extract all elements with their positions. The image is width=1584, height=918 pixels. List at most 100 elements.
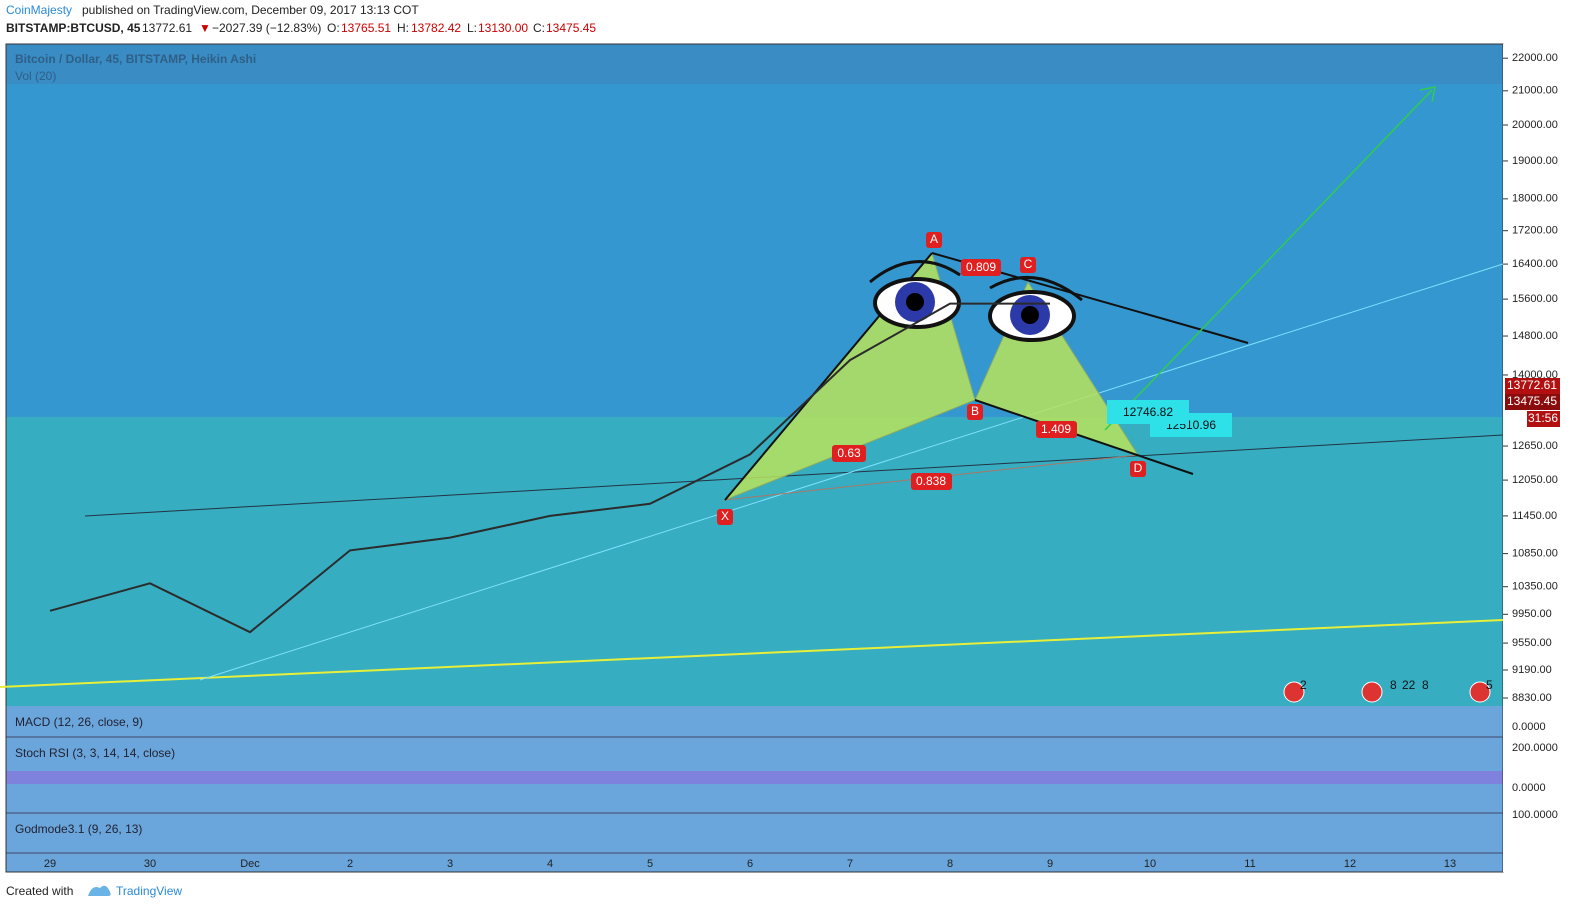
high: 13782.42	[411, 21, 461, 35]
point-a: A	[930, 232, 938, 246]
point-box	[1130, 461, 1146, 477]
x-tick-label: 8	[947, 858, 953, 870]
y-tick-label: 9950.00	[1512, 608, 1552, 620]
target-box	[1107, 400, 1189, 424]
x-tick-label: 4	[547, 858, 553, 870]
ratio: 0.809	[966, 260, 996, 274]
y-tick-label: 10850.00	[1512, 548, 1558, 560]
pupil	[1021, 306, 1039, 324]
indicator-title: Godmode3.1 (9, 26, 13)	[15, 822, 142, 836]
drawings	[0, 86, 1504, 688]
eyebrow	[869, 260, 961, 284]
indicator-tick: 100.0000	[1512, 809, 1558, 821]
trend-line	[199, 263, 1504, 681]
low-label: L:	[467, 21, 477, 35]
published: published on TradingView.com, December 0…	[82, 3, 419, 17]
y-tick-label: 9550.00	[1512, 637, 1552, 649]
y-tick-label: 12050.00	[1512, 474, 1558, 486]
indicator-panes	[6, 706, 1503, 872]
high-label: H:	[397, 21, 409, 35]
price-tag	[1505, 394, 1560, 410]
x-tick-label: 10	[1144, 858, 1156, 870]
arrow-head	[1419, 86, 1436, 103]
x-tick-label: 6	[747, 858, 753, 870]
target-arrow	[1104, 89, 1433, 431]
point-box	[967, 404, 983, 420]
event-icon[interactable]	[1283, 681, 1305, 703]
x-tick-label: 5	[647, 858, 653, 870]
y-tick-label: 19000.00	[1512, 155, 1558, 167]
point-c: C	[1024, 257, 1033, 271]
y-tick-label: 17200.00	[1512, 225, 1558, 237]
price-tag-text: 13475.45	[1507, 394, 1557, 408]
event-icon[interactable]	[1469, 681, 1491, 703]
y-tick-label: 15600.00	[1512, 293, 1558, 305]
event-count: 8	[1390, 678, 1397, 692]
band-teal	[6, 417, 1503, 706]
author[interactable]: CoinMajesty	[6, 3, 72, 17]
x-tick-label: 2	[347, 858, 353, 870]
y-tick-label: 8830.00	[1512, 692, 1552, 704]
trend-line	[84, 434, 1504, 517]
price-tag	[1505, 378, 1560, 394]
close-label: C:	[533, 21, 545, 35]
band-blue	[6, 84, 1503, 417]
symbol: BITSTAMP:BTCUSD, 45	[6, 21, 141, 35]
y-tick-label: 21000.00	[1512, 85, 1558, 97]
ratio: 1.409	[1041, 422, 1071, 436]
event-count: 8	[1422, 678, 1429, 692]
y-tick-label: 18000.00	[1512, 193, 1558, 205]
close: 13475.45	[546, 21, 596, 35]
target: 12746.82	[1123, 405, 1173, 419]
last: 13772.61	[142, 21, 192, 35]
brand[interactable]: TradingView	[116, 884, 182, 898]
indicator-tick: 200.0000	[1512, 742, 1558, 754]
open: 13765.51	[341, 21, 391, 35]
x-tick-label: 30	[144, 858, 156, 870]
event-count: 2	[1300, 678, 1307, 692]
timer: 31:56	[1528, 411, 1558, 425]
ratio: 0.838	[916, 474, 946, 488]
ratio-box	[832, 445, 866, 462]
pupil	[906, 293, 924, 311]
point-d: D	[1134, 461, 1143, 475]
indicator-tick: 0.0000	[1512, 721, 1546, 733]
brand-logo	[88, 885, 111, 896]
ratio-box	[961, 259, 1001, 276]
indicator-title: MACD (12, 26, close, 9)	[15, 715, 143, 729]
x-tick-label: 13	[1444, 858, 1456, 870]
y-tick-label: 20000.00	[1512, 119, 1558, 131]
price-tag-text: 13772.61	[1507, 378, 1557, 392]
event-icon[interactable]	[1361, 681, 1383, 703]
footer-text: Created with	[6, 884, 73, 898]
y-tick-label: 9190.00	[1512, 664, 1552, 676]
price-axis	[1503, 44, 1584, 872]
ratio: 0.63	[837, 446, 861, 460]
stoch-band	[6, 771, 1503, 784]
x-tick-label: 29	[44, 858, 56, 870]
point-box	[926, 232, 942, 248]
y-tick-label: 22000.00	[1512, 52, 1558, 64]
event-count: 5	[1486, 678, 1493, 692]
ratio-box	[1036, 421, 1077, 438]
event-count: 22	[1402, 678, 1416, 692]
point-x: X	[721, 509, 729, 523]
x-tick-label: 9	[1047, 858, 1053, 870]
indicator-title: Stoch RSI (3, 3, 14, 14, close)	[15, 746, 175, 760]
y-tick-label: 16400.00	[1512, 258, 1558, 270]
point-b: B	[971, 404, 979, 418]
trend-line	[0, 619, 1504, 688]
x-tick-label: 7	[847, 858, 853, 870]
point-box	[1020, 257, 1036, 273]
timer-tag	[1527, 411, 1560, 427]
y-tick-label: 10350.00	[1512, 581, 1558, 593]
indicator-tick: 0.0000	[1512, 782, 1546, 794]
chart-subtitle: Vol (20)	[15, 69, 56, 83]
x-tick-label: 3	[447, 858, 453, 870]
point-box	[717, 509, 733, 525]
x-tick-label: Dec	[240, 858, 260, 870]
support	[974, 399, 1194, 475]
